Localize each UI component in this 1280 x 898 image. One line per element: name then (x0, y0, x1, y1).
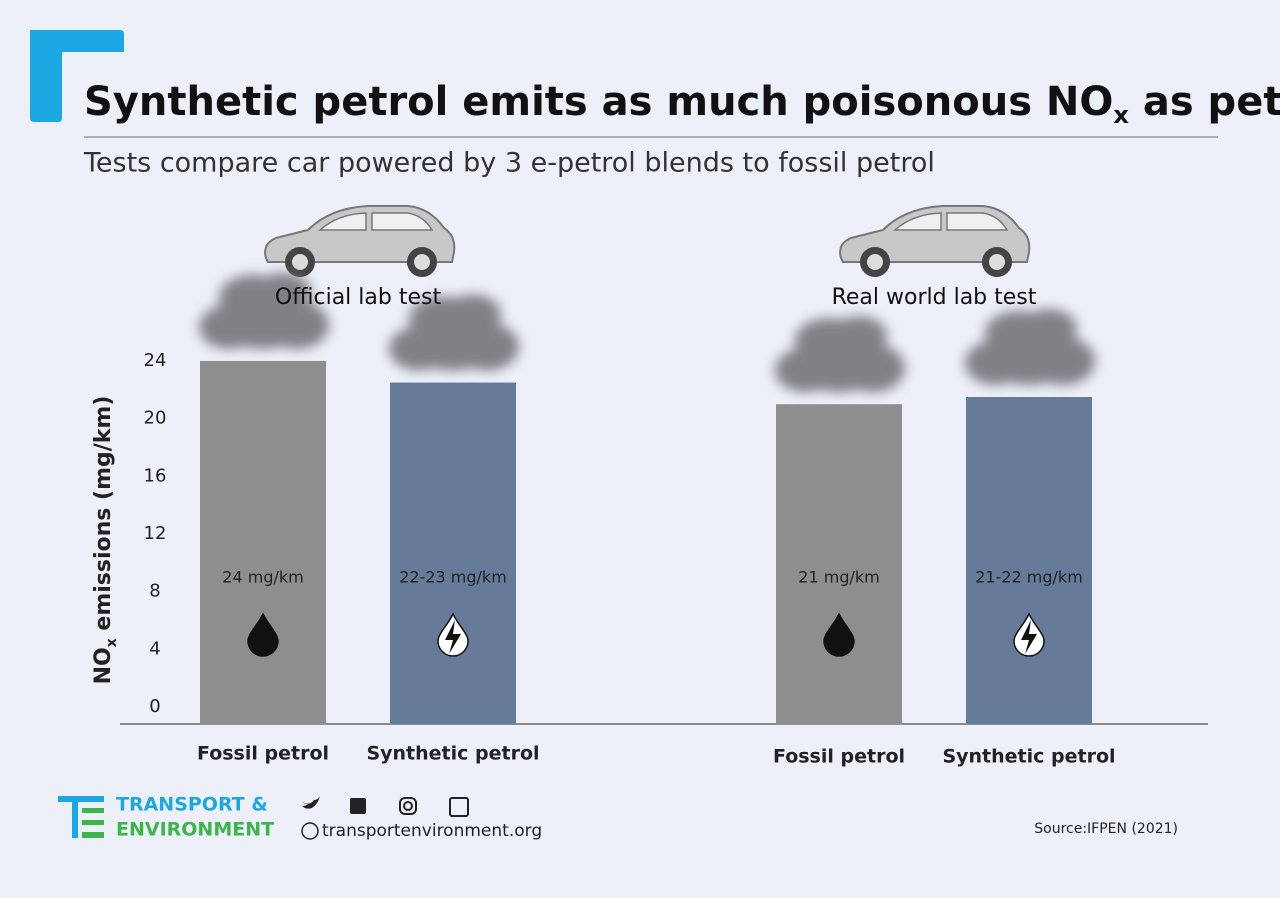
value-label: 22-23 mg/km (399, 568, 507, 587)
source-note: Source:IFPEN (2021) (1034, 821, 1178, 837)
cloud-puff (255, 272, 311, 313)
value-label: 24 mg/km (222, 568, 303, 587)
title-part: Synthetic petrol emits as much poisonous… (84, 79, 1113, 125)
bar (776, 404, 902, 725)
brand-line: ENVIRONMENT (116, 819, 274, 841)
social-icons (301, 796, 469, 840)
website[interactable]: transportenvironment.org (322, 821, 542, 841)
group-label: Real world lab test (832, 285, 1037, 310)
cloud-puff (841, 344, 905, 393)
brand-line: TRANSPORT & (116, 794, 268, 816)
bar (200, 360, 326, 725)
y-label-part: emissions (mg/km) (91, 396, 116, 639)
y-tick-label: 4 (149, 638, 160, 659)
y-tick-label: 20 (144, 408, 167, 429)
group-label: Official lab test (275, 285, 442, 310)
cloud-puff (265, 300, 329, 349)
y-tick-label: 24 (144, 350, 167, 371)
value-label: 21 mg/km (798, 568, 879, 587)
title-subscript: x (1113, 101, 1129, 129)
y-axis-title: NOx emissions (mg/km) (91, 396, 120, 685)
x-tick-label: Synthetic petrol (366, 743, 539, 765)
logo (58, 796, 104, 838)
bar (390, 382, 516, 725)
corner-accent (30, 30, 124, 122)
smoke-cloud (965, 308, 1095, 385)
y-label-part: NO (91, 647, 116, 684)
x-tick-label: Fossil petrol (197, 743, 329, 765)
bar (966, 396, 1092, 725)
x-tick-label: Fossil petrol (773, 746, 905, 768)
cloud-puff (455, 322, 519, 371)
chart-title: Synthetic petrol emits as much poisonous… (84, 79, 1280, 129)
y-tick-label: 12 (144, 523, 167, 544)
y-tick-label: 16 (144, 465, 167, 486)
subtitle: Tests compare car powered by 3 e-petrol … (83, 148, 935, 179)
y-tick-label: 0 (149, 696, 160, 717)
drop-icon (823, 612, 855, 657)
y-label-subscript: x (104, 638, 120, 647)
value-label: 21-22 mg/km (975, 568, 1083, 587)
cloud-puff (831, 316, 887, 357)
x-tick-label: Synthetic petrol (942, 746, 1115, 768)
y-tick-label: 8 (149, 581, 160, 602)
cloud-puff (445, 294, 501, 335)
cloud-puff (1031, 336, 1095, 385)
cloud-puff (1021, 308, 1077, 349)
bolt-icon (1021, 620, 1037, 654)
smoke-cloud (199, 272, 329, 349)
title-part: as petrol (1129, 79, 1280, 125)
drop-icon (247, 612, 279, 657)
bolt-icon (445, 620, 461, 654)
smoke-cloud (775, 316, 905, 393)
smoke-cloud (389, 294, 519, 371)
